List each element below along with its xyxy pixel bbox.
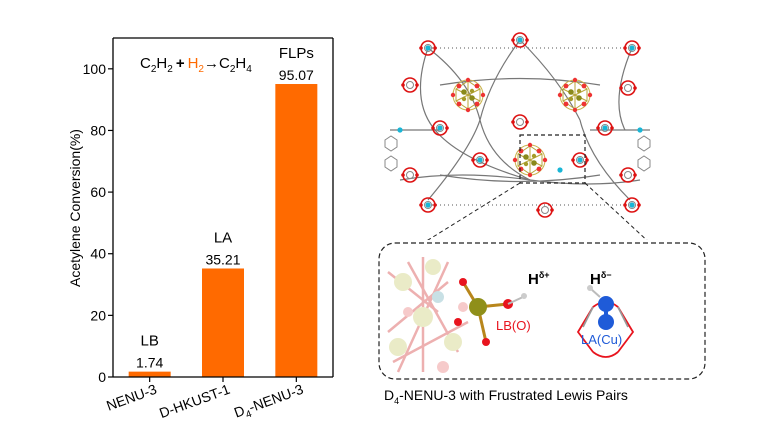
lattice-background bbox=[387, 257, 469, 373]
la-label: LA(Cu) bbox=[581, 332, 622, 347]
flp-inset: LB(O) Hδ+ Hδ− LA(Cu) bbox=[378, 242, 706, 380]
zoom-line-right bbox=[584, 182, 648, 240]
lewis-base-site bbox=[454, 278, 527, 346]
bar bbox=[275, 84, 318, 378]
bars-group bbox=[128, 84, 318, 378]
lb-label: LB(O) bbox=[496, 318, 531, 333]
reaction-equation: C2H2 + H2→C2H4 bbox=[140, 55, 252, 75]
mof-framework-illustration bbox=[384, 32, 651, 240]
axes-group: 0 20 40 60 80 100 bbox=[83, 37, 334, 385]
lewis-acid-site bbox=[576, 285, 635, 358]
y-tick-label: 100 bbox=[83, 61, 107, 77]
bar-chart: 0 20 40 60 80 100 1.74 LB NENU-3 35.21 LA D-HKUST-… bbox=[67, 37, 334, 425]
category-label: D-HKUST-1 bbox=[157, 381, 232, 421]
bar-tag-label: LA bbox=[214, 229, 232, 246]
bar-tag-label: FLPs bbox=[279, 45, 314, 62]
y-tick-label: 40 bbox=[90, 246, 106, 262]
y-tick-label: 80 bbox=[90, 122, 106, 138]
zoom-line-left bbox=[427, 182, 521, 240]
bar-tag-label: LB bbox=[140, 333, 158, 350]
value-label: 35.21 bbox=[205, 251, 240, 267]
category-label: NENU-3 bbox=[104, 381, 159, 414]
y-tick-label: 0 bbox=[98, 369, 106, 385]
value-label: 1.74 bbox=[136, 355, 163, 371]
y-axis-label: Acetylene Conversion(%) bbox=[67, 129, 83, 287]
copper-nodes bbox=[397, 37, 643, 208]
bar bbox=[128, 371, 171, 377]
y-tick-label: 60 bbox=[90, 184, 106, 200]
category-label: D4-NENU-3 bbox=[232, 381, 307, 425]
figure-caption: D4-NENU-3 with Frustrated Lewis Pairs bbox=[384, 387, 628, 406]
bar bbox=[202, 268, 244, 377]
value-label: 95.07 bbox=[279, 67, 314, 83]
y-tick-label: 20 bbox=[90, 307, 106, 323]
h-delta-minus: Hδ− bbox=[590, 270, 612, 288]
framework-bonds bbox=[390, 39, 650, 206]
side-linkers bbox=[384, 135, 651, 172]
h-delta-plus: Hδ+ bbox=[528, 270, 550, 288]
